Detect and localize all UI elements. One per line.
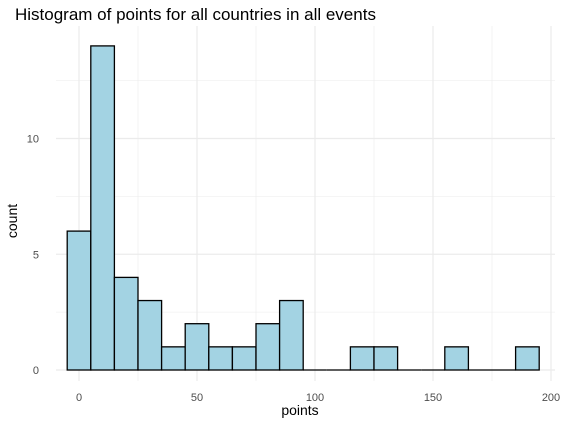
chart-title: Histogram of points for all countries in… [15, 5, 376, 24]
histogram-bar [278, 299, 304, 371]
histogram-bar [373, 346, 399, 371]
y-tick-label: 5 [33, 249, 39, 261]
histogram-bar [444, 346, 470, 371]
histogram-bar [137, 299, 163, 371]
y-axis-ticks: 0 5 10 [27, 134, 39, 378]
x-tick-label: 200 [542, 392, 560, 404]
histogram-bar [208, 346, 234, 371]
y-tick-label: 10 [27, 134, 39, 146]
x-tick-label: 50 [191, 392, 203, 404]
histogram-bars [66, 45, 540, 371]
histogram-bar [231, 346, 257, 371]
x-tick-label: 0 [76, 392, 82, 404]
histogram-bar [66, 230, 92, 371]
histogram-bar [514, 346, 540, 371]
x-axis-title: points [281, 402, 318, 418]
histogram-bar [160, 346, 186, 371]
histogram-bar [184, 323, 210, 371]
y-axis-title: count [4, 204, 20, 238]
x-axis-ticks: 0 50 100 150 200 [76, 392, 560, 404]
y-tick-label: 0 [33, 365, 39, 377]
histogram-bar [349, 346, 375, 371]
histogram-bar [255, 323, 281, 371]
x-tick-label: 150 [424, 392, 442, 404]
histogram-bar [90, 45, 116, 371]
histogram-bar [113, 276, 139, 371]
x-tick-label: 100 [306, 392, 324, 404]
